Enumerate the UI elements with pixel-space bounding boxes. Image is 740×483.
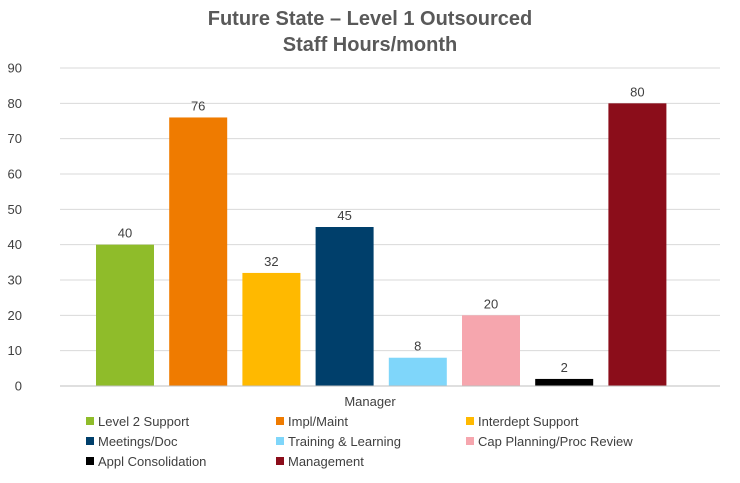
y-tick-label: 0 <box>15 379 22 394</box>
legend-item: Interdept Support <box>466 414 579 429</box>
bar <box>315 227 374 386</box>
legend-swatch <box>276 417 284 425</box>
legend-swatch <box>466 437 474 445</box>
bar <box>388 357 447 386</box>
data-label: 45 <box>337 208 351 223</box>
bars <box>96 103 667 386</box>
legend-label: Level 2 Support <box>98 414 189 429</box>
bar <box>462 315 520 386</box>
legend-swatch <box>276 437 284 445</box>
bar <box>608 103 667 386</box>
data-label: 32 <box>264 254 278 269</box>
y-tick-label: 10 <box>8 343 22 358</box>
legend-item: Meetings/Doc <box>86 434 178 449</box>
data-label: 76 <box>191 98 205 113</box>
data-label: 80 <box>630 84 644 99</box>
legend-label: Interdept Support <box>478 414 579 429</box>
chart-title-line-2: Staff Hours/month <box>283 34 457 56</box>
legend: Level 2 Support Impl/Maint Interdept Suppo… <box>86 414 633 469</box>
legend-item: Management <box>276 454 364 469</box>
y-tick-label: 70 <box>8 131 22 146</box>
data-label: 20 <box>484 296 498 311</box>
legend-swatch <box>466 417 474 425</box>
legend-swatch <box>86 417 94 425</box>
bar <box>242 272 301 386</box>
legend-swatch <box>86 457 94 465</box>
y-tick-label: 60 <box>8 167 22 182</box>
data-label: 8 <box>414 339 421 354</box>
chart-title-line-1: Future State – Level 1 Outsourced <box>208 8 533 30</box>
data-labels: 40 76 32 45 8 20 2 80 <box>118 84 645 375</box>
legend-item: Cap Planning/Proc Review <box>466 434 633 449</box>
bar <box>535 378 594 386</box>
y-tick-label: 50 <box>8 202 22 217</box>
y-axis-tick-labels: 0 10 20 30 40 50 60 70 80 90 <box>8 61 22 394</box>
y-tick-label: 90 <box>8 61 22 76</box>
chart-title: Future State – Level 1 Outsourced Staff … <box>208 8 533 56</box>
y-tick-label: 80 <box>8 96 22 111</box>
bar <box>169 117 228 386</box>
legend-swatch <box>86 437 94 445</box>
y-tick-label: 30 <box>8 273 22 288</box>
legend-item: Appl Consolidation <box>86 454 206 469</box>
legend-label: Meetings/Doc <box>98 434 178 449</box>
legend-label: Appl Consolidation <box>98 454 206 469</box>
y-tick-label: 40 <box>8 237 22 252</box>
data-label: 40 <box>118 226 132 241</box>
legend-label: Training & Learning <box>288 434 401 449</box>
y-tick-label: 20 <box>8 308 22 323</box>
legend-item: Training & Learning <box>276 434 401 449</box>
legend-swatch <box>276 457 284 465</box>
bar <box>96 244 154 386</box>
data-label: 2 <box>561 360 568 375</box>
legend-label: Impl/Maint <box>288 414 348 429</box>
legend-label: Cap Planning/Proc Review <box>478 434 633 449</box>
x-axis-category-labels: Manager <box>344 394 396 409</box>
x-category-label: Manager <box>344 394 396 409</box>
legend-item: Impl/Maint <box>276 414 348 429</box>
legend-label: Management <box>288 454 364 469</box>
legend-item: Level 2 Support <box>86 414 189 429</box>
